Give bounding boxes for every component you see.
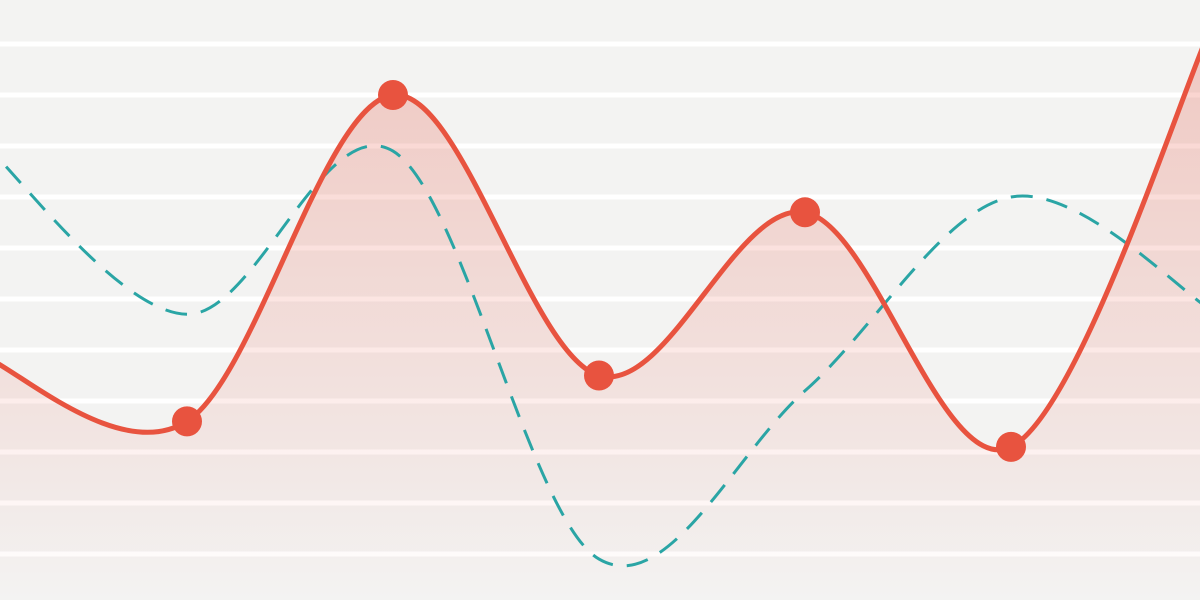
- line: [0, 144, 1200, 568]
- point-marker: [790, 197, 820, 228]
- point-marker: [172, 406, 202, 437]
- area: [0, 54, 1200, 600]
- point-marker: [378, 80, 408, 110]
- point-marker: [996, 431, 1026, 462]
- point-marker: [584, 360, 614, 391]
